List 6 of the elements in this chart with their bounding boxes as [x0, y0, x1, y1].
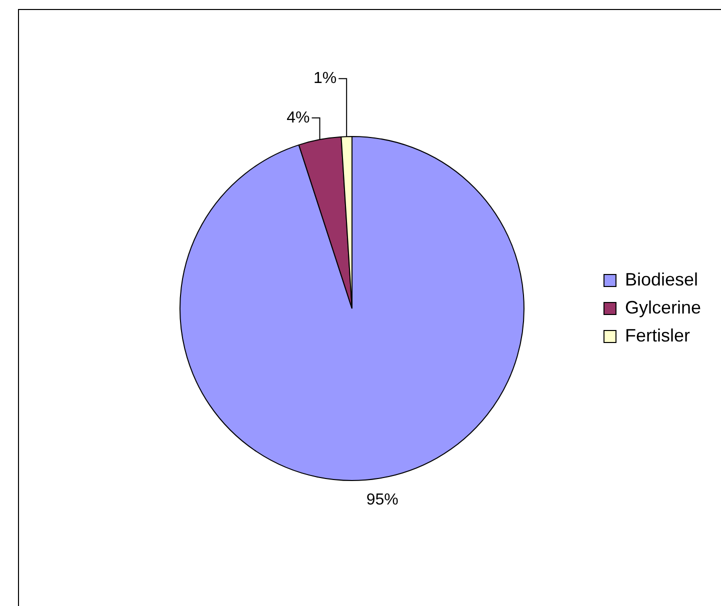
data-label: 4% — [286, 109, 310, 126]
data-label: 95% — [366, 492, 398, 509]
legend-label: Fertisler — [624, 325, 690, 346]
legend-label: Gylcerine — [624, 297, 702, 318]
legend-label: Biodiesel — [624, 269, 698, 290]
data-label: 1% — [313, 70, 337, 88]
